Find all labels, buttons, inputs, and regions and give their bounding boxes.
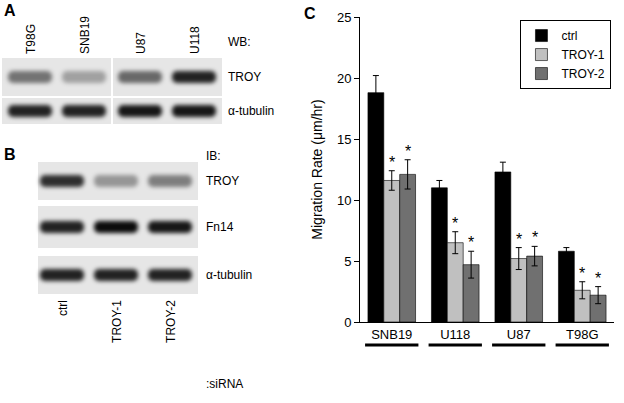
svg-text:25: 25 (337, 10, 351, 25)
svg-text::siRNA: :siRNA (206, 377, 243, 391)
svg-text:ctrl: ctrl (56, 300, 70, 316)
svg-text:U118: U118 (188, 26, 202, 54)
svg-text:TROY-2: TROY-2 (164, 300, 178, 343)
svg-text:WB:: WB: (228, 35, 251, 49)
svg-text:IB:: IB: (206, 149, 221, 163)
svg-text:*: * (532, 229, 538, 246)
svg-text:TROY-2: TROY-2 (561, 67, 604, 81)
svg-text:SNB19: SNB19 (78, 16, 92, 54)
svg-text:U118: U118 (440, 327, 470, 342)
svg-text:U87: U87 (507, 327, 531, 342)
svg-text:15: 15 (337, 132, 351, 147)
svg-text:*: * (468, 234, 474, 251)
svg-text:*: * (516, 231, 522, 248)
svg-text:Migration Rate (μm/hr): Migration Rate (μm/hr) (309, 99, 325, 239)
svg-text:5: 5 (344, 254, 351, 269)
svg-text:*: * (579, 265, 585, 282)
svg-text:TROY-1: TROY-1 (110, 300, 124, 343)
svg-text:20: 20 (337, 71, 351, 86)
svg-text:0: 0 (344, 315, 351, 330)
svg-text:*: * (595, 270, 601, 287)
svg-text:C: C (304, 5, 316, 22)
svg-text:B: B (4, 146, 16, 163)
svg-text:TROY-1: TROY-1 (561, 48, 604, 62)
svg-text:*: * (405, 143, 411, 160)
svg-text:T98G: T98G (566, 327, 599, 342)
svg-text:U87: U87 (134, 32, 148, 54)
svg-text:*: * (452, 215, 458, 232)
svg-text:10: 10 (337, 193, 351, 208)
svg-text:TROY: TROY (206, 174, 239, 188)
svg-text:SNB19: SNB19 (371, 327, 412, 342)
svg-text:α-tubulin: α-tubulin (206, 268, 252, 282)
svg-text:α-tubulin: α-tubulin (228, 104, 274, 118)
svg-text:A: A (4, 2, 16, 19)
svg-text:*: * (389, 154, 395, 171)
svg-text:T98G: T98G (24, 24, 38, 54)
svg-text:Fn14: Fn14 (206, 220, 234, 234)
svg-text:TROY: TROY (228, 70, 261, 84)
svg-text:ctrl: ctrl (561, 29, 577, 43)
